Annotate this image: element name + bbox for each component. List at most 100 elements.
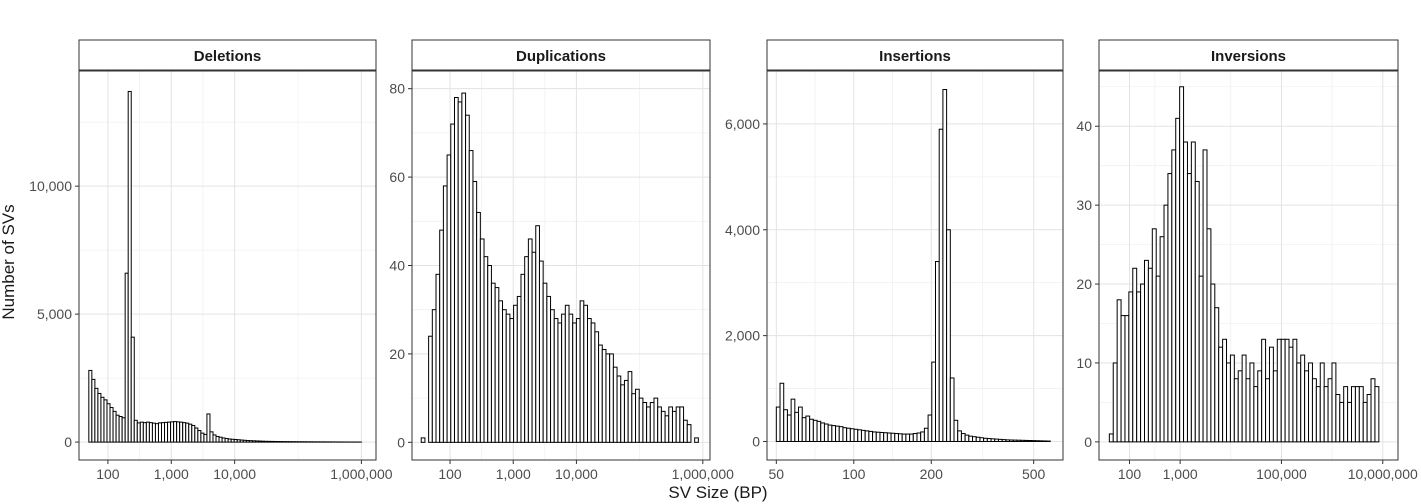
histogram-bar xyxy=(1296,362,1302,443)
histogram-bar xyxy=(1284,338,1290,443)
histogram-bar xyxy=(450,123,455,443)
histogram-bar xyxy=(1186,173,1192,443)
histogram-bar xyxy=(909,433,914,442)
histogram-bar xyxy=(1183,141,1188,443)
y-axis: 0 10 20 30 40 xyxy=(1076,118,1099,450)
histogram-bar xyxy=(538,260,544,443)
histogram-bar xyxy=(857,429,862,442)
histogram-bar xyxy=(483,256,489,443)
y-tick-label: 0 xyxy=(752,433,760,449)
histogram-bar xyxy=(1272,370,1278,443)
histogram-bar xyxy=(490,282,496,443)
histogram-bar xyxy=(1304,370,1310,443)
histogram-bar xyxy=(1206,228,1212,443)
histogram-bar xyxy=(1319,362,1325,443)
histogram-bar xyxy=(1233,378,1239,443)
histogram-bar xyxy=(1027,440,1033,442)
histogram-bar xyxy=(446,154,452,443)
histogram-bar xyxy=(646,406,651,443)
histogram-bar xyxy=(838,426,844,442)
histogram-bar xyxy=(1179,86,1185,443)
histogram-bar xyxy=(609,353,614,443)
histogram-bar xyxy=(642,402,648,443)
strip-title: Deletions xyxy=(194,48,262,65)
histogram-bar xyxy=(812,419,818,442)
x-tick-label: 10,000 xyxy=(555,466,598,482)
histogram-bar xyxy=(1370,378,1376,443)
histogram-bar xyxy=(664,415,670,443)
histogram-bar xyxy=(671,410,677,443)
histogram-bar xyxy=(620,384,625,443)
histogram-bar xyxy=(206,413,211,443)
histogram-bar xyxy=(1108,433,1114,443)
y-tick-label: 10,000 xyxy=(29,178,72,194)
histogram-bar xyxy=(675,406,681,443)
histogram-bar xyxy=(668,406,673,443)
x-axis: 50 100 200 500 xyxy=(769,460,1046,482)
histogram-bar xyxy=(886,432,892,442)
histogram-bar xyxy=(594,331,600,443)
y-axis: 0 2,000 4,000 6,000 xyxy=(725,116,767,449)
histogram-bars xyxy=(88,90,362,443)
histogram-bar xyxy=(1292,338,1298,443)
histogram-bar xyxy=(612,366,618,443)
histogram-bar xyxy=(531,251,537,443)
histogram-bar xyxy=(535,225,540,443)
histogram-bar xyxy=(428,335,433,443)
histogram-bar xyxy=(457,101,463,443)
histogram-bar xyxy=(1253,386,1259,443)
histogram-bar xyxy=(879,431,885,442)
histogram-bar xyxy=(498,300,504,443)
histogram-bar xyxy=(842,427,848,442)
histogram-bar xyxy=(1245,378,1251,443)
histogram-bar xyxy=(520,273,526,443)
panel-border xyxy=(78,70,377,461)
histogram-bar xyxy=(875,431,881,442)
histogram-bar xyxy=(860,429,866,442)
histogram-bar xyxy=(853,428,859,442)
histogram-bar xyxy=(831,425,837,442)
x-tick-label: 100 xyxy=(438,466,462,482)
histogram-bar xyxy=(505,313,511,443)
x-tick-label: 1,000,000 xyxy=(330,466,392,482)
histogram-bar xyxy=(938,128,944,442)
gridlines xyxy=(767,71,1063,460)
y-tick-label: 0 xyxy=(64,434,72,450)
histogram-bar xyxy=(502,309,507,443)
histogram-bar xyxy=(1331,362,1337,443)
histogram-bar xyxy=(883,432,888,442)
histogram-bar xyxy=(1214,307,1220,443)
histogram-bar xyxy=(1354,386,1360,443)
histogram-bar xyxy=(1167,173,1173,443)
histogram-bar xyxy=(1249,362,1255,443)
histogram-bar xyxy=(975,436,981,442)
y-tick-label: 20 xyxy=(389,346,405,362)
histogram-bar xyxy=(542,282,548,443)
histogram-bar xyxy=(931,361,936,442)
x-tick-label: 100 xyxy=(842,466,866,482)
x-tick-label: 1,000 xyxy=(1163,466,1198,482)
histogram-bar xyxy=(927,414,933,442)
x-tick-label: 200 xyxy=(920,466,944,482)
histogram-bar xyxy=(972,436,977,442)
histogram-bar xyxy=(957,430,962,442)
histogram-bar xyxy=(627,371,633,443)
histogram-bar xyxy=(657,406,662,443)
histogram-bar xyxy=(1143,259,1149,443)
y-tick-label: 2,000 xyxy=(725,328,760,344)
histogram-bar xyxy=(794,411,800,442)
histogram-bar xyxy=(1288,346,1294,443)
histogram-bar xyxy=(1136,291,1142,443)
histogram-bar xyxy=(127,90,132,443)
histogram-bar xyxy=(649,402,655,443)
histogram-bar xyxy=(660,410,666,443)
histogram-bar xyxy=(513,304,518,443)
histogram-bar xyxy=(790,398,796,442)
y-tick-label: 80 xyxy=(389,81,405,97)
histogram-bar xyxy=(1300,354,1306,443)
histogram-bar xyxy=(435,273,441,443)
histogram-bar xyxy=(524,256,529,443)
histogram-bar xyxy=(439,229,444,443)
histogram-bars xyxy=(420,92,699,443)
histogram-bar xyxy=(453,97,459,443)
